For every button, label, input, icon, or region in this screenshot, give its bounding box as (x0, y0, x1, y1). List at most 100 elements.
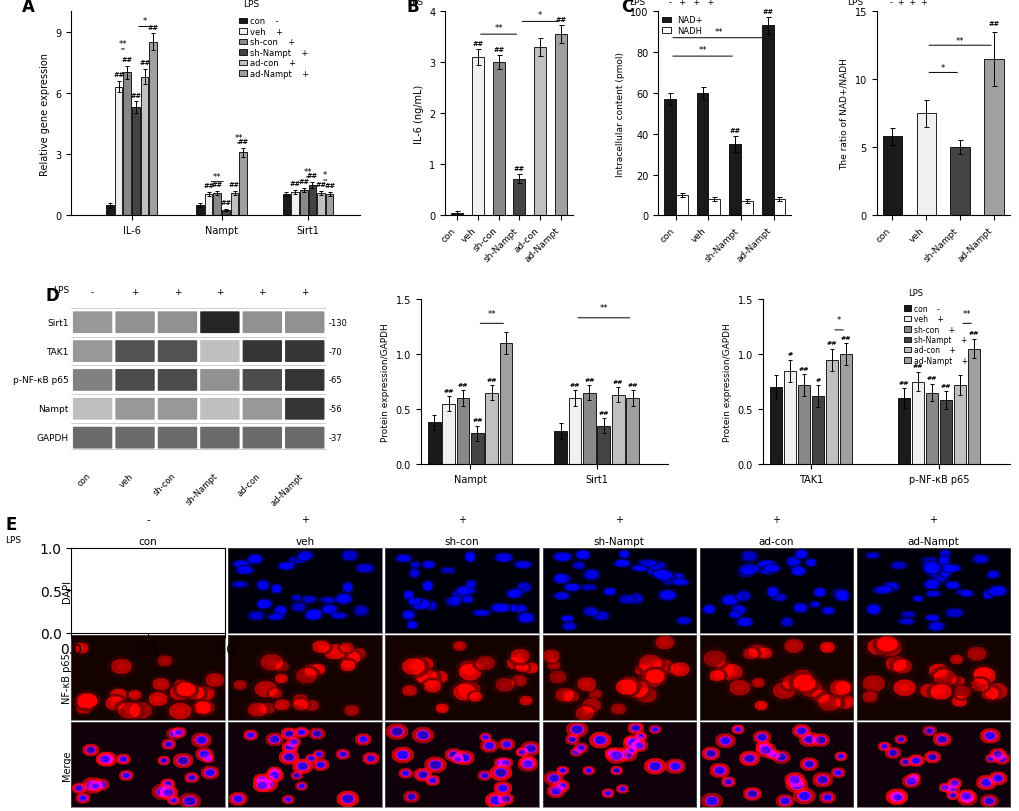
Text: sh-con: sh-con (151, 471, 177, 497)
Text: con: con (75, 471, 93, 488)
Bar (663, 100, 676, 216)
Bar (499, 344, 512, 465)
Bar (457, 398, 469, 465)
Text: ##: ## (298, 179, 309, 185)
Text: ##: ## (968, 331, 978, 336)
Text: *: * (323, 171, 327, 180)
Bar (611, 395, 624, 465)
Bar (953, 385, 965, 465)
Text: ##: ## (307, 173, 318, 179)
Bar (950, 148, 969, 216)
Legend: NAD+, NADH: NAD+, NADH (661, 16, 702, 36)
Bar (196, 206, 204, 216)
Bar (291, 193, 299, 216)
Title: con: con (139, 536, 157, 546)
Bar (569, 398, 581, 465)
Text: *: * (941, 64, 945, 73)
Bar (213, 194, 221, 216)
Text: ##: ## (926, 376, 936, 381)
FancyBboxPatch shape (243, 312, 281, 333)
Bar (696, 94, 708, 216)
Text: *: * (143, 18, 147, 27)
Title: ad-con: ad-con (758, 536, 793, 546)
Text: B: B (407, 0, 419, 16)
Text: **: ** (213, 173, 221, 182)
FancyBboxPatch shape (115, 341, 155, 363)
Text: -65: -65 (328, 376, 341, 385)
Bar (983, 60, 1003, 216)
Text: #: # (814, 377, 820, 382)
Text: -37: -37 (328, 434, 342, 443)
FancyBboxPatch shape (115, 370, 155, 392)
Bar (205, 195, 212, 216)
Bar (132, 108, 140, 216)
Bar (825, 360, 838, 465)
Text: ##: ## (203, 183, 214, 189)
Bar (772, 200, 785, 216)
Y-axis label: Protein expression/GAPDH: Protein expression/GAPDH (381, 323, 390, 441)
FancyBboxPatch shape (158, 427, 197, 449)
Text: ##: ## (443, 388, 453, 393)
FancyBboxPatch shape (243, 427, 281, 449)
Bar (967, 350, 979, 465)
Text: #: # (787, 352, 792, 357)
Text: C: C (621, 0, 633, 16)
FancyBboxPatch shape (158, 398, 197, 420)
Text: ##: ## (514, 165, 525, 172)
Text: LPS: LPS (629, 0, 644, 7)
Text: ##: ## (761, 9, 772, 15)
Text: LPS: LPS (53, 285, 69, 295)
Legend: con    -, veh    +, sh-con    +, sh-Nampt    +, ad-con    +, ad-Nampt    +: con -, veh +, sh-con +, sh-Nampt +, ad-c… (903, 304, 967, 365)
Bar (925, 393, 937, 465)
FancyBboxPatch shape (72, 312, 112, 333)
Text: ##: ## (486, 377, 496, 382)
Bar (761, 27, 772, 216)
Y-axis label: The ratio of NAD+/NADH: The ratio of NAD+/NADH (840, 58, 848, 170)
Bar (783, 371, 796, 465)
Text: ##: ## (113, 72, 124, 78)
Text: **: ** (714, 28, 722, 36)
Text: **: ** (234, 134, 243, 143)
Text: ##: ## (130, 92, 142, 99)
FancyBboxPatch shape (200, 370, 239, 392)
Bar (897, 398, 909, 465)
Text: ##: ## (220, 200, 231, 206)
Text: Nampt: Nampt (39, 405, 69, 414)
Text: **: ** (698, 46, 706, 55)
Title: sh-Nampt: sh-Nampt (593, 536, 644, 546)
Text: -: - (91, 287, 94, 297)
FancyBboxPatch shape (115, 427, 155, 449)
Text: LPS: LPS (5, 535, 21, 544)
Y-axis label: Protein expression/GAPDH: Protein expression/GAPDH (722, 323, 732, 441)
FancyBboxPatch shape (72, 398, 112, 420)
Text: D: D (46, 286, 60, 305)
Text: veh: veh (117, 471, 135, 488)
Text: LPS: LPS (243, 0, 259, 9)
FancyBboxPatch shape (284, 370, 324, 392)
Text: ##: ## (229, 182, 239, 188)
Bar (123, 73, 131, 216)
Bar (916, 114, 935, 216)
Text: ##: ## (798, 366, 808, 371)
FancyBboxPatch shape (200, 312, 239, 333)
Text: **: ** (118, 40, 127, 49)
Text: ##: ## (121, 57, 132, 63)
FancyBboxPatch shape (284, 341, 324, 363)
FancyBboxPatch shape (115, 398, 155, 420)
Text: LPS: LPS (908, 288, 922, 298)
Text: +: + (301, 514, 309, 525)
Bar (317, 194, 324, 216)
Text: +: + (131, 287, 139, 297)
Bar (428, 423, 440, 465)
Bar (442, 404, 454, 465)
Text: ##: ## (458, 383, 468, 388)
Text: +: + (173, 287, 181, 297)
FancyBboxPatch shape (243, 398, 281, 420)
Text: ##: ## (627, 383, 637, 388)
Text: +: + (771, 514, 780, 525)
Text: -   +   +   +   +   +: - + + + + + (455, 0, 528, 1)
Text: ##: ## (912, 364, 922, 369)
FancyBboxPatch shape (72, 427, 112, 449)
Bar (911, 382, 923, 465)
Text: ad-Nampt: ad-Nampt (269, 471, 305, 507)
